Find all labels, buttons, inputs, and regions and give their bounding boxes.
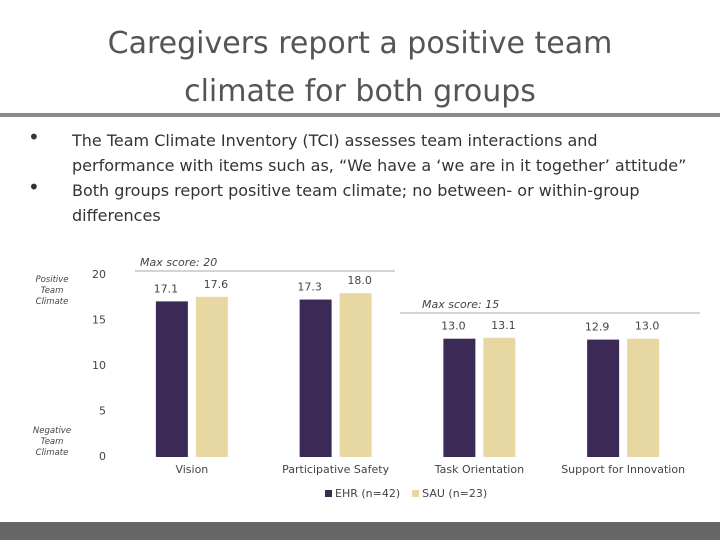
y-tick-label: 20 (92, 268, 106, 281)
bullet: The Team Climate Inventory (TCI) assesse… (28, 125, 698, 178)
bar (155, 301, 188, 457)
value-label: 18.0 (347, 274, 372, 287)
x-tick-label: Vision (175, 463, 208, 476)
legend-swatch (325, 490, 332, 497)
bar (195, 296, 228, 457)
bar (587, 339, 620, 457)
value-label: 17.3 (297, 281, 322, 294)
legend-label: SAU (n=23) (422, 487, 487, 500)
chart: Max score: 20 Max score: 15 0 5 10 15 20 Visi… (92, 256, 700, 500)
bar (299, 299, 332, 457)
bar (483, 337, 516, 457)
x-tick-label: Participative Safety (282, 463, 389, 476)
x-tick-label: Task Orientation (434, 463, 524, 476)
legend-swatch (412, 490, 420, 497)
axis-note: Negative Team Climate (32, 426, 72, 458)
y-tick-label: 0 (99, 450, 106, 463)
value-label: 13.1 (491, 319, 516, 332)
value-label: 17.6 (204, 278, 229, 291)
y-tick-label: 15 (92, 314, 106, 327)
bar (443, 338, 476, 457)
bar (627, 338, 660, 457)
bar (339, 293, 372, 457)
bullet: Both groups report positive team climate… (28, 175, 698, 228)
bullet-list: The Team Climate Inventory (TCI) assesse… (28, 125, 698, 228)
footer-bar (0, 522, 720, 540)
value-label: 13.0 (441, 320, 466, 333)
y-tick-label: 5 (99, 405, 106, 418)
slide-title: Caregivers report a positive team climat… (107, 26, 613, 109)
x-tick-label: Support for Innovation (561, 463, 685, 476)
y-tick-label: 10 (92, 359, 106, 372)
annotation: Max score: 20 (140, 256, 217, 269)
value-label: 13.0 (635, 320, 660, 333)
axis-note: Positive Team Climate (35, 275, 69, 307)
annotation: Max score: 15 (422, 298, 499, 311)
value-label: 17.1 (154, 282, 179, 295)
title-rule (0, 113, 720, 117)
legend-label: EHR (n=42) (335, 487, 400, 500)
value-label: 12.9 (585, 321, 610, 334)
